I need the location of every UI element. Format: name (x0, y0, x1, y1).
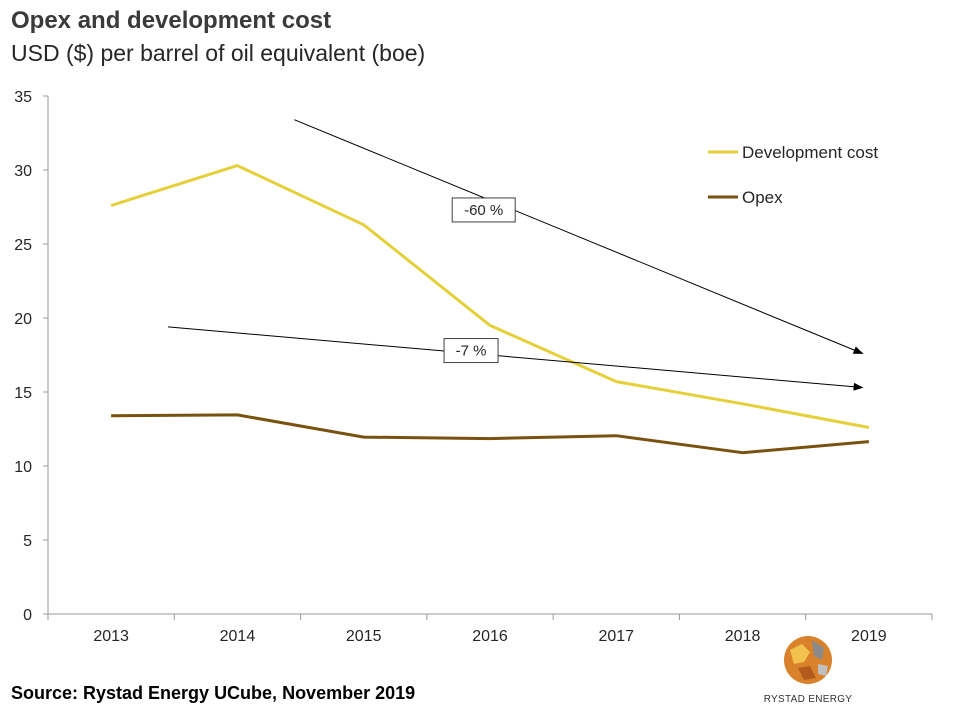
y-tick-label: 30 (14, 163, 32, 180)
legend-label: Development cost (742, 143, 878, 162)
logo-shape-3 (798, 666, 816, 680)
y-tick-label: 10 (14, 459, 32, 476)
annotation-label: -60 % (464, 202, 503, 219)
logo-shape-1 (790, 644, 810, 664)
source-note: Source: Rystad Energy UCube, November 20… (11, 683, 416, 703)
annotation-box (443, 338, 499, 364)
y-tick-label: 15 (14, 385, 32, 402)
x-tick-label: 2018 (725, 628, 761, 645)
trend-arrow (167, 326, 864, 391)
x-tick-label: 2014 (220, 628, 256, 645)
legend: Development cost Opex (708, 143, 878, 207)
trend-arrow (294, 119, 864, 354)
x-tick-label: 2017 (598, 628, 634, 645)
logo-text: RYSTAD ENERGY (764, 694, 853, 705)
annotation-label: -7 % (456, 343, 487, 360)
y-tick-label: 5 (23, 533, 32, 550)
chart-title: Opex and development cost (11, 7, 332, 34)
x-tick-label: 2016 (472, 628, 508, 645)
x-tick-label: 2019 (851, 628, 887, 645)
logo-shape-4 (818, 664, 828, 676)
y-tick-label: 0 (23, 607, 32, 624)
legend-label: Opex (742, 188, 783, 207)
rystad-logo: RYSTAD ENERGY (764, 636, 853, 705)
annotation-box (451, 197, 516, 223)
y-tick-label: 20 (14, 311, 32, 328)
chart-subtitle: USD ($) per barrel of oil equivalent (bo… (11, 40, 426, 66)
series-line-development-cost (110, 164, 870, 429)
trend-annotations: -60 % -7 % (167, 119, 864, 391)
x-tick-label: 2013 (93, 628, 129, 645)
series-line-opex (111, 413, 870, 455)
x-tick-label: 2015 (346, 628, 382, 645)
y-tick-label: 25 (14, 237, 32, 254)
logo-shape-2 (812, 640, 824, 660)
series-lines (110, 164, 870, 455)
axes: 0 5 10 15 20 25 30 35 2013 2014 2015 2016 2017 2018 20… (14, 89, 933, 645)
y-tick-label: 35 (14, 89, 32, 106)
